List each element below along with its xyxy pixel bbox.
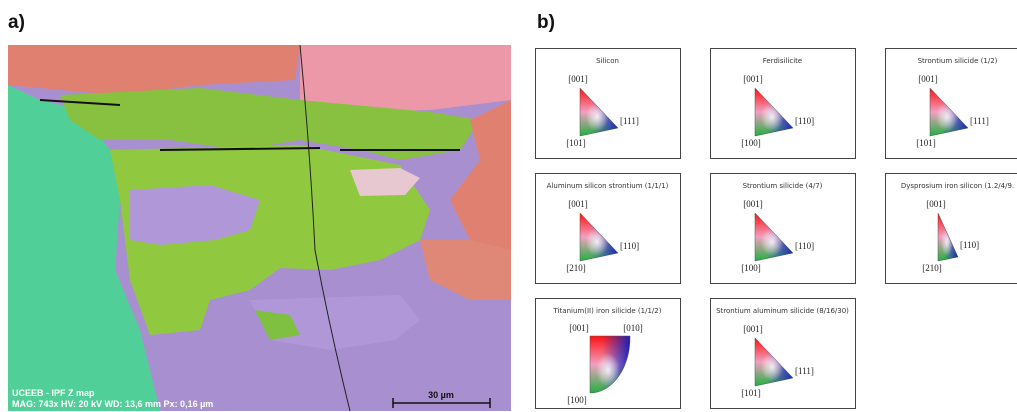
corner-label: [111] — [620, 116, 639, 126]
corner-label: [110] — [620, 241, 639, 251]
ipf-key-shade — [754, 212, 794, 262]
ipf-key-shade — [579, 212, 619, 262]
corner-label: [001] — [926, 199, 946, 209]
legend-title: Strontium silicide (4/7) — [743, 182, 823, 190]
legend-box — [885, 48, 1017, 159]
corner-label: [101] — [566, 138, 586, 148]
legend-title: Strontium silicide (1/2) — [918, 57, 998, 65]
corner-label: [001] — [743, 74, 763, 84]
legend-title: Titanium(II) iron silicide (1/1/2) — [553, 307, 662, 315]
ipf-key-shade — [754, 87, 794, 137]
legend-title: Dysprosium iron silicon (1.2/4/9. — [901, 182, 1014, 190]
info-line: MAG: 743x HV: 20 kV WD: 13,6 mm Px: 0,16… — [12, 399, 213, 409]
corner-label: [100] — [741, 263, 761, 273]
corner-label: [010] — [623, 323, 643, 333]
ipf-map — [8, 45, 511, 411]
scale-bar-label: 30 µm — [428, 390, 454, 400]
panel-label: b) — [537, 12, 555, 33]
corner-label: [001] — [569, 323, 589, 333]
corner-label: [111] — [970, 116, 989, 126]
corner-label: [110] — [795, 241, 814, 251]
ipf-key-shade — [754, 337, 794, 387]
panel-label: a) — [8, 12, 25, 33]
legend-box — [710, 298, 856, 409]
corner-label: [001] — [568, 199, 588, 209]
ipf-key-shade — [589, 335, 631, 394]
legend-title: Aluminum silicon strontium (1/1/1) — [547, 182, 669, 190]
ipf-key-shade — [937, 212, 959, 262]
corner-label: [001] — [918, 74, 938, 84]
legend-box — [535, 173, 681, 284]
corner-label: [210] — [922, 263, 942, 273]
corner-label: [210] — [566, 263, 586, 273]
legend-box — [710, 48, 856, 159]
legend-title: Silicon — [596, 57, 619, 65]
legend-title: Ferdisilicite — [763, 57, 802, 65]
corner-label: [110] — [795, 116, 814, 126]
corner-label: [111] — [795, 366, 814, 376]
legend-title: Strontium aluminum silicide (8/16/30) — [716, 307, 849, 315]
legend-box — [710, 173, 856, 284]
corner-label: [110] — [960, 240, 979, 250]
corner-label: [100] — [567, 395, 587, 405]
info-line: UCEEB - IPF Z map — [12, 388, 95, 398]
corner-label: [001] — [743, 324, 763, 334]
corner-label: [001] — [743, 199, 763, 209]
corner-label: [101] — [916, 138, 936, 148]
legend-box — [535, 48, 681, 159]
corner-label: [001] — [568, 74, 588, 84]
ipf-key-shade — [579, 87, 619, 137]
ipf-key-shade — [929, 87, 969, 137]
corner-label: [100] — [741, 138, 761, 148]
corner-label: [101] — [741, 388, 761, 398]
legend-box — [885, 173, 1017, 284]
